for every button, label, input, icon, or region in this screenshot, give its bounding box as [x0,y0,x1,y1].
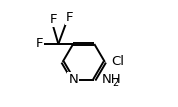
Text: F: F [49,13,57,26]
Text: NH: NH [102,73,122,86]
Text: Cl: Cl [112,55,125,68]
Text: N: N [68,73,78,86]
Text: F: F [36,37,44,51]
Text: 2: 2 [112,78,118,88]
Text: F: F [66,11,73,24]
